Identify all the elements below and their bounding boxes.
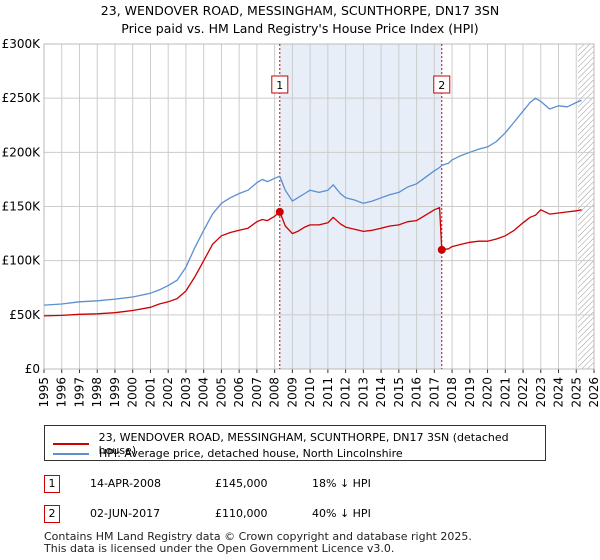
y-tick-label: £0 [25,362,40,376]
x-tick-label: 2012 [339,377,353,408]
legend-item-hpi: HPI: Average price, detached house, Nort… [53,447,403,460]
x-tick-label: 2010 [303,377,317,408]
x-tick-label: 2000 [126,377,140,408]
annotation-label: 2 [438,79,445,92]
x-tick-label: 1995 [37,377,51,408]
x-tick-label: 2024 [552,377,566,408]
annotation-label: 1 [276,79,283,92]
legend: 23, WENDOVER ROAD, MESSINGHAM, SCUNTHORP… [44,425,546,461]
x-tick-label: 2021 [498,377,512,408]
annotation-box [271,75,289,94]
x-tick-label: 2005 [214,377,228,408]
x-tick-label: 1999 [108,377,122,408]
y-tick-label: £300K [2,37,42,51]
legend-label-hpi: HPI: Average price, detached house, Nort… [99,447,403,460]
x-tick-label: 1998 [90,377,104,408]
y-tick-label: £50K [9,308,41,322]
transaction-row: 1 14-APR-2008 £145,000 18% ↓ HPI [44,475,444,495]
price-paid-line [43,206,582,317]
x-tick-label: 2007 [250,377,264,408]
legend-item-price: 23, WENDOVER ROAD, MESSINGHAM, SCUNTHORP… [53,431,545,457]
x-tick-label: 2023 [534,377,548,408]
x-tick-label: 2015 [392,377,406,408]
x-tick-label: 2003 [179,377,193,408]
x-tick-label: 2013 [356,377,370,408]
x-tick-label: 1996 [55,377,69,408]
x-tick-label: 2002 [161,377,175,408]
x-tick-label: 2022 [516,377,530,408]
transaction-price: £110,000 [215,507,268,520]
plot-border [43,43,595,370]
x-tick-label: 2025 [569,377,583,408]
title-line-1: 23, WENDOVER ROAD, MESSINGHAM, SCUNTHORP… [100,3,500,18]
x-tick-label: 2020 [481,377,495,408]
legend-line-price [53,443,89,445]
y-tick-label: £150K [2,200,42,214]
transaction-delta: 18% ↓ HPI [312,477,371,490]
x-tick-label: 2019 [463,377,477,408]
sale-point [437,245,446,254]
transaction-delta: 40% ↓ HPI [312,507,371,520]
transaction-date: 02-JUN-2017 [90,507,161,520]
sale-point [275,207,284,216]
x-tick-label: 2017 [427,377,441,408]
x-tick-label: 1997 [72,377,86,408]
legend-label-price: 23, WENDOVER ROAD, MESSINGHAM, SCUNTHORP… [98,431,509,457]
x-tick-label: 2026 [587,377,600,408]
x-tick-label: 2011 [321,377,335,408]
x-tick-label: 2004 [197,377,211,408]
y-tick-label: £100K [2,254,42,268]
chart-title: 23, WENDOVER ROAD, MESSINGHAM, SCUNTHORP… [0,2,600,38]
x-tick-label: 2001 [143,377,157,408]
annotation-box [433,75,451,94]
x-tick-label: 2018 [445,377,459,408]
x-tick-label: 2008 [268,377,282,408]
transaction-price: £145,000 [215,477,268,490]
x-tick-label: 2016 [410,377,424,408]
x-tick-label: 2006 [232,377,246,408]
x-tick-label: 2009 [285,377,299,408]
footer-line-2: This data is licensed under the Open Gov… [44,542,395,555]
footer-line-1: Contains HM Land Registry data © Crown c… [44,530,472,543]
transaction-row: 2 02-JUN-2017 £110,000 40% ↓ HPI [44,505,444,525]
transaction-date: 14-APR-2008 [90,477,162,490]
y-tick-label: £250K [2,91,42,105]
legend-line-hpi [53,452,89,455]
y-tick-label: £200K [2,145,42,159]
title-line-2: Price paid vs. HM Land Registry's House … [121,21,479,36]
x-tick-label: 2014 [374,377,388,408]
transaction-marker: 1 [44,475,60,493]
hpi-line [43,97,582,306]
footer: Contains HM Land Registry data © Crown c… [44,531,472,555]
transaction-marker: 2 [44,505,60,523]
